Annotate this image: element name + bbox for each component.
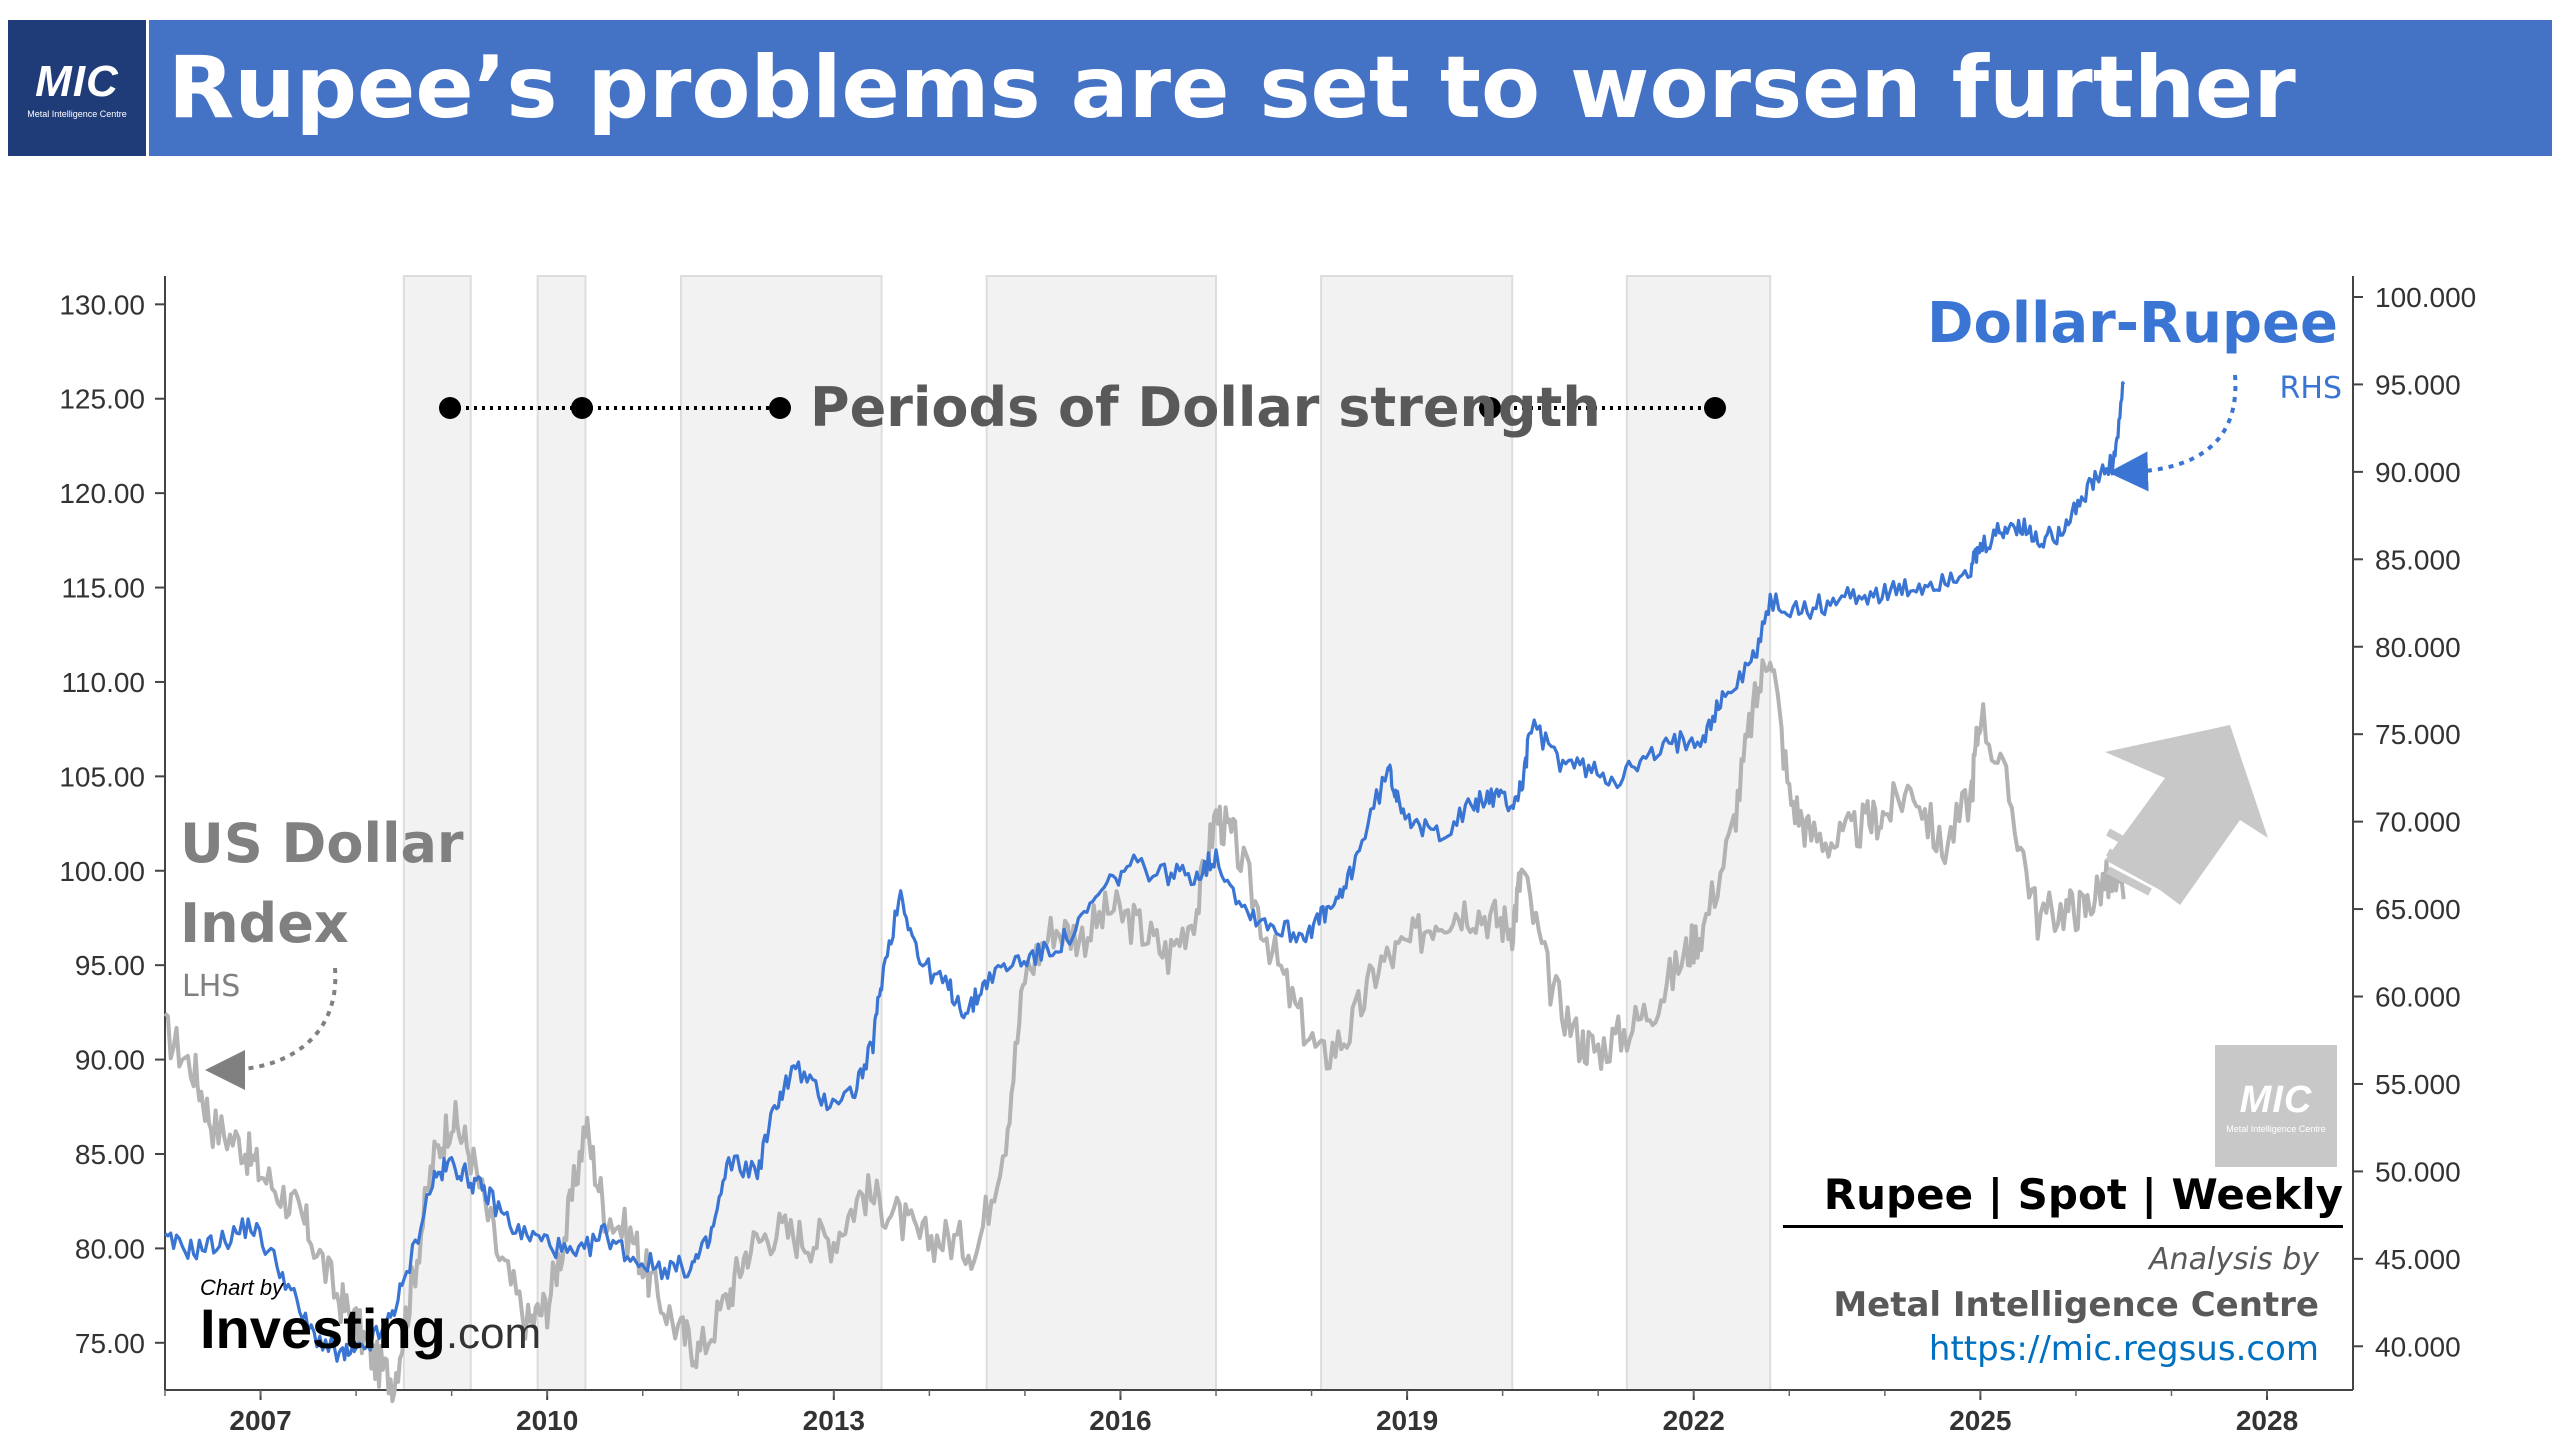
lhs-label: LHS [182, 969, 240, 1004]
y-right-tick-label: 40.000 [2375, 1331, 2461, 1362]
y-right-tick-label: 65.000 [2375, 894, 2461, 925]
org-name: Metal Intelligence Centre [1833, 1285, 2319, 1325]
credit-suffix: .com [445, 1309, 542, 1358]
credit-brand: Investing [200, 1297, 446, 1360]
period-dot [571, 397, 593, 419]
shaded-period [536, 275, 587, 1391]
logo-subtitle: Metal Intelligence Centre [27, 109, 127, 119]
periods-label: Periods of Dollar strength [810, 376, 1601, 439]
shaded-period [985, 275, 1218, 1391]
mic-logo: MIC Metal Intelligence Centre [8, 20, 149, 156]
watermark-logo: MIC [2239, 1078, 2313, 1121]
y-right-tick-label: 95.000 [2375, 369, 2461, 400]
dxy-label-line2: Index [180, 892, 349, 955]
y-left-tick-label: 120.00 [59, 478, 145, 509]
y-left-tick-label: 115.00 [61, 573, 145, 604]
source-block: Rupee | Spot | Weekly Analysis by Metal … [1783, 1170, 2343, 1369]
x-tick-label: 2010 [516, 1405, 578, 1436]
shaded-period [1625, 275, 1772, 1391]
periods-annotation: Periods of Dollar strength [439, 376, 1726, 439]
org-url-link[interactable]: https://mic.regsus.com [1928, 1329, 2319, 1369]
dollar-rupee-label: Dollar-Rupee [1927, 291, 2338, 356]
period-dot [1479, 397, 1501, 419]
logo-text: MIC [35, 57, 119, 106]
x-tick-label: 2019 [1376, 1405, 1438, 1436]
shaded-period [679, 275, 883, 1391]
dxy-label-line1: US Dollar [180, 812, 464, 875]
rhs-arrow [2108, 374, 2238, 492]
series-group [163, 381, 2126, 1404]
y-left-tick-label: 130.00 [59, 289, 145, 320]
up-arrow-icon [2105, 725, 2268, 905]
y-left-tick-label: 90.00 [75, 1045, 145, 1076]
y-left-tick-label: 110.00 [61, 667, 145, 698]
y-left-tick-label: 95.00 [75, 950, 145, 981]
shaded-periods [402, 275, 1772, 1391]
shaded-period [402, 275, 472, 1391]
x-tick-label: 2013 [803, 1405, 865, 1436]
shaded-period [1320, 275, 1514, 1391]
watermark-subtitle: Metal Intelligence Centre [2226, 1123, 2326, 1134]
dollar-rupee-line [164, 381, 2126, 1363]
chart-credit: Chart by Investing.com [200, 1275, 541, 1362]
y-left-tick-label: 80.00 [75, 1233, 145, 1264]
mic-watermark: MIC Metal Intelligence Centre [2215, 1045, 2337, 1167]
y-right-tick-label: 60.000 [2375, 982, 2461, 1013]
x-tick-label: 2025 [1949, 1405, 2011, 1436]
y-right-tick-label: 90.000 [2375, 457, 2461, 488]
y-left-tick-label: 85.00 [75, 1139, 145, 1170]
x-tick-label: 2016 [1089, 1405, 1151, 1436]
investing-logo: Investing.com [200, 1301, 541, 1362]
x-tick-label: 2028 [2236, 1405, 2298, 1436]
period-dot [439, 397, 461, 419]
title-banner: MIC Metal Intelligence Centre Rupee’s pr… [8, 20, 2552, 156]
y-right-tick-label: 70.000 [2375, 807, 2461, 838]
x-tick-label: 2022 [1663, 1405, 1725, 1436]
y-right-tick-label: 45.000 [2375, 1244, 2461, 1275]
axes: 75.00 80.00 85.00 90.00 95.00 100.00 105.00 110… [59, 276, 2476, 1436]
y-right-tick-label: 100.000 [2375, 282, 2476, 313]
y-left-tick-label: 125.00 [59, 384, 145, 415]
credit-by: Chart by [200, 1275, 284, 1300]
y-left-tick-label: 75.00 [75, 1328, 145, 1359]
y-right-tick-label: 75.000 [2375, 719, 2461, 750]
y-right-tick-label: 50.000 [2375, 1156, 2461, 1187]
period-dot [1704, 397, 1726, 419]
x-tick-label: 2007 [229, 1405, 291, 1436]
y-right-tick-label: 55.000 [2375, 1069, 2461, 1100]
rhs-label: RHS [2280, 371, 2342, 406]
lhs-arrow [205, 967, 338, 1090]
page-title: Rupee’s problems are set to worsen furth… [168, 38, 2296, 138]
y-left-tick-label: 105.00 [59, 761, 145, 792]
analysis-by: Analysis by [2149, 1242, 2319, 1277]
period-dot [769, 397, 791, 419]
source-title: Rupee | Spot | Weekly [1783, 1170, 2343, 1228]
y-right-tick-label: 80.000 [2375, 632, 2461, 663]
us-dollar-index-line [163, 658, 2126, 1404]
y-left-tick-label: 100.00 [59, 856, 145, 887]
y-right-tick-label: 85.000 [2375, 544, 2461, 575]
